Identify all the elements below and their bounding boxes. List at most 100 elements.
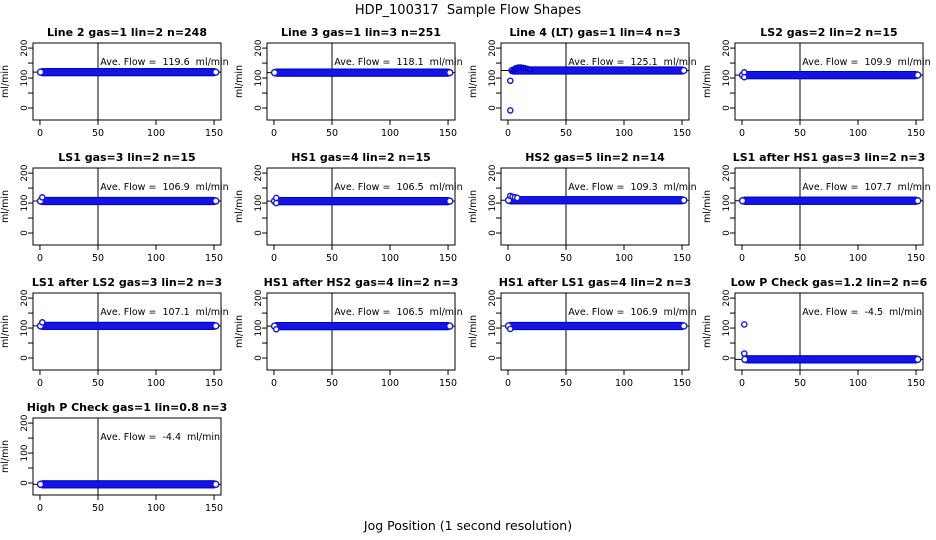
x-tick-label: 150	[439, 128, 457, 139]
y-tick-label: 200	[488, 164, 498, 181]
y-axis-label: ml/min	[0, 440, 11, 473]
outlier-point	[272, 199, 280, 207]
plot-box	[266, 42, 456, 121]
y-tick-label: 0	[488, 105, 498, 111]
panel-title: Line 2 gas=1 lin=2 n=248	[47, 26, 207, 39]
x-tick-label: 50	[326, 378, 338, 389]
flow-panel-5: LS1 gas=3 lin=2 n=15 0 100 200 0 50 100 150 ml/m…	[0, 147, 234, 272]
panel-title: HS2 gas=5 lin=2 n=14	[525, 151, 665, 164]
x-tick-label: 50	[92, 128, 104, 139]
flow-panel-svg: HS1 after LS1 gas=4 lin=2 n=3 0 100 200 0 50 1…	[468, 276, 697, 389]
y-axis-label: ml/min	[0, 190, 11, 223]
y-tick-label: 200	[20, 289, 30, 306]
y-axis-label: ml/min	[234, 65, 245, 98]
panel-title: HS1 after HS2 gas=4 lin=2 n=3	[264, 276, 459, 289]
outlier-point	[38, 194, 46, 201]
plot-box	[266, 292, 456, 371]
y-tick-label: 0	[254, 230, 264, 236]
flow-panel-6: HS1 gas=4 lin=2 n=15 0 100 200 0 50 100 150 ml/m…	[234, 147, 468, 272]
y-tick-label: 200	[20, 414, 30, 431]
x-tick-label: 50	[92, 503, 104, 514]
y-axis-label: ml/min	[702, 190, 713, 223]
avg-flow-label: Ave. Flow = 125.1 ml/min	[568, 57, 696, 68]
x-tick-label: 100	[849, 378, 867, 389]
x-tick-label: 100	[381, 378, 399, 389]
y-tick-label: 200	[722, 164, 732, 181]
x-tick-label: 150	[439, 253, 457, 264]
x-tick-label: 100	[849, 253, 867, 264]
x-tick-label: 150	[205, 503, 223, 514]
y-tick-label: 0	[20, 105, 30, 111]
y-tick-label: 100	[20, 194, 30, 211]
avg-flow-label: Ave. Flow = 118.1 ml/min	[334, 57, 462, 68]
x-tick-label: 100	[615, 378, 633, 389]
outlier-point	[506, 325, 514, 333]
y-axis-label: ml/min	[234, 315, 245, 348]
y-tick-label: 100	[488, 69, 498, 86]
y-axis-label: ml/min	[0, 315, 11, 348]
outlier-point	[740, 73, 748, 81]
avg-flow-label: Ave. Flow = 109.9 ml/min	[802, 57, 930, 68]
plot-box	[734, 42, 924, 121]
x-tick-label: 0	[37, 128, 43, 139]
avg-flow-label: Ave. Flow = 107.1 ml/min	[100, 307, 228, 318]
outlier-point	[506, 77, 514, 85]
plot-box	[266, 167, 456, 246]
avg-flow-label: Ave. Flow = 107.7 ml/min	[802, 182, 930, 193]
band-end-point	[680, 322, 688, 330]
y-tick-label: 200	[20, 39, 30, 56]
y-axis-label: ml/min	[468, 65, 479, 98]
x-tick-label: 150	[205, 128, 223, 139]
x-tick-label: 0	[505, 378, 511, 389]
x-tick-label: 150	[907, 128, 925, 139]
flow-panel-svg: HS1 gas=4 lin=2 n=15 0 100 200 0 50 100 150 ml/m…	[234, 151, 463, 264]
plot-box	[500, 42, 690, 121]
flow-panel-9: LS1 after LS2 gas=3 lin=2 n=3 0 100 200 0 50 1…	[0, 272, 234, 397]
plot-box	[500, 167, 690, 246]
panel-title: HS1 after LS1 gas=4 lin=2 n=3	[499, 276, 692, 289]
band-end-point	[36, 68, 45, 76]
flow-panel-2: Line 3 gas=1 lin=3 n=251 0 100 200 0 50 100 150…	[234, 22, 468, 147]
x-tick-label: 150	[205, 378, 223, 389]
flow-panel-svg: Low P Check gas=1.2 lin=2 n=6 0 100 200 0 50 1…	[702, 276, 928, 389]
avg-flow-label: Ave. Flow = -4.5 ml/min	[802, 307, 922, 318]
flow-panel-4: LS2 gas=2 lin=2 n=15 0 100 200 0 50 100 150 ml/m…	[702, 22, 936, 147]
x-tick-label: 100	[381, 253, 399, 264]
y-tick-label: 100	[20, 444, 30, 461]
y-tick-label: 0	[722, 105, 732, 111]
x-tick-label: 100	[615, 253, 633, 264]
plot-box	[32, 417, 222, 496]
y-tick-label: 100	[722, 69, 732, 86]
flow-panel-3: Line 4 (LT) gas=1 lin=4 n=3 0 100 200 0 50 100…	[468, 22, 702, 147]
y-tick-label: 0	[488, 355, 498, 361]
outlier-point	[740, 350, 748, 357]
x-tick-label: 0	[271, 253, 277, 264]
flow-panel-8: LS1 after HS1 gas=3 lin=2 n=3 0 100 200 0 50 1…	[702, 147, 936, 272]
flow-panel-svg: LS1 gas=3 lin=2 n=15 0 100 200 0 50 100 150 ml/m…	[0, 151, 229, 264]
x-tick-label: 50	[92, 253, 104, 264]
y-axis-label: ml/min	[702, 315, 713, 348]
plot-box	[734, 292, 924, 371]
y-tick-label: 200	[488, 39, 498, 56]
x-tick-label: 50	[794, 378, 806, 389]
y-axis-label: ml/min	[468, 315, 479, 348]
x-tick-label: 0	[271, 378, 277, 389]
flow-panel-11: HS1 after LS1 gas=4 lin=2 n=3 0 100 200 0 50 1…	[468, 272, 702, 397]
flow-panel-svg: HS2 gas=5 lin=2 n=14 0 100 200 0 50 100 150 ml/m…	[468, 151, 697, 264]
y-tick-label: 100	[20, 69, 30, 86]
avg-flow-label: Ave. Flow = 106.5 ml/min	[334, 182, 462, 193]
outlier-point	[513, 194, 521, 202]
avg-flow-label: Ave. Flow = 119.6 ml/min	[100, 57, 228, 68]
y-tick-label: 200	[20, 164, 30, 181]
x-axis-label: Jog Position (1 second resolution)	[363, 518, 573, 533]
avg-flow-label: Ave. Flow = 109.3 ml/min	[568, 182, 696, 193]
x-tick-label: 150	[673, 253, 691, 264]
band-end-point	[680, 66, 688, 75]
y-tick-label: 200	[722, 289, 732, 306]
flow-panel-svg: Line 4 (LT) gas=1 lin=4 n=3 0 100 200 0 50 100…	[468, 26, 697, 139]
outlier-point	[38, 319, 46, 326]
x-tick-label: 0	[739, 378, 745, 389]
panel-title: Line 4 (LT) gas=1 lin=4 n=3	[509, 26, 680, 39]
x-tick-label: 0	[505, 128, 511, 139]
